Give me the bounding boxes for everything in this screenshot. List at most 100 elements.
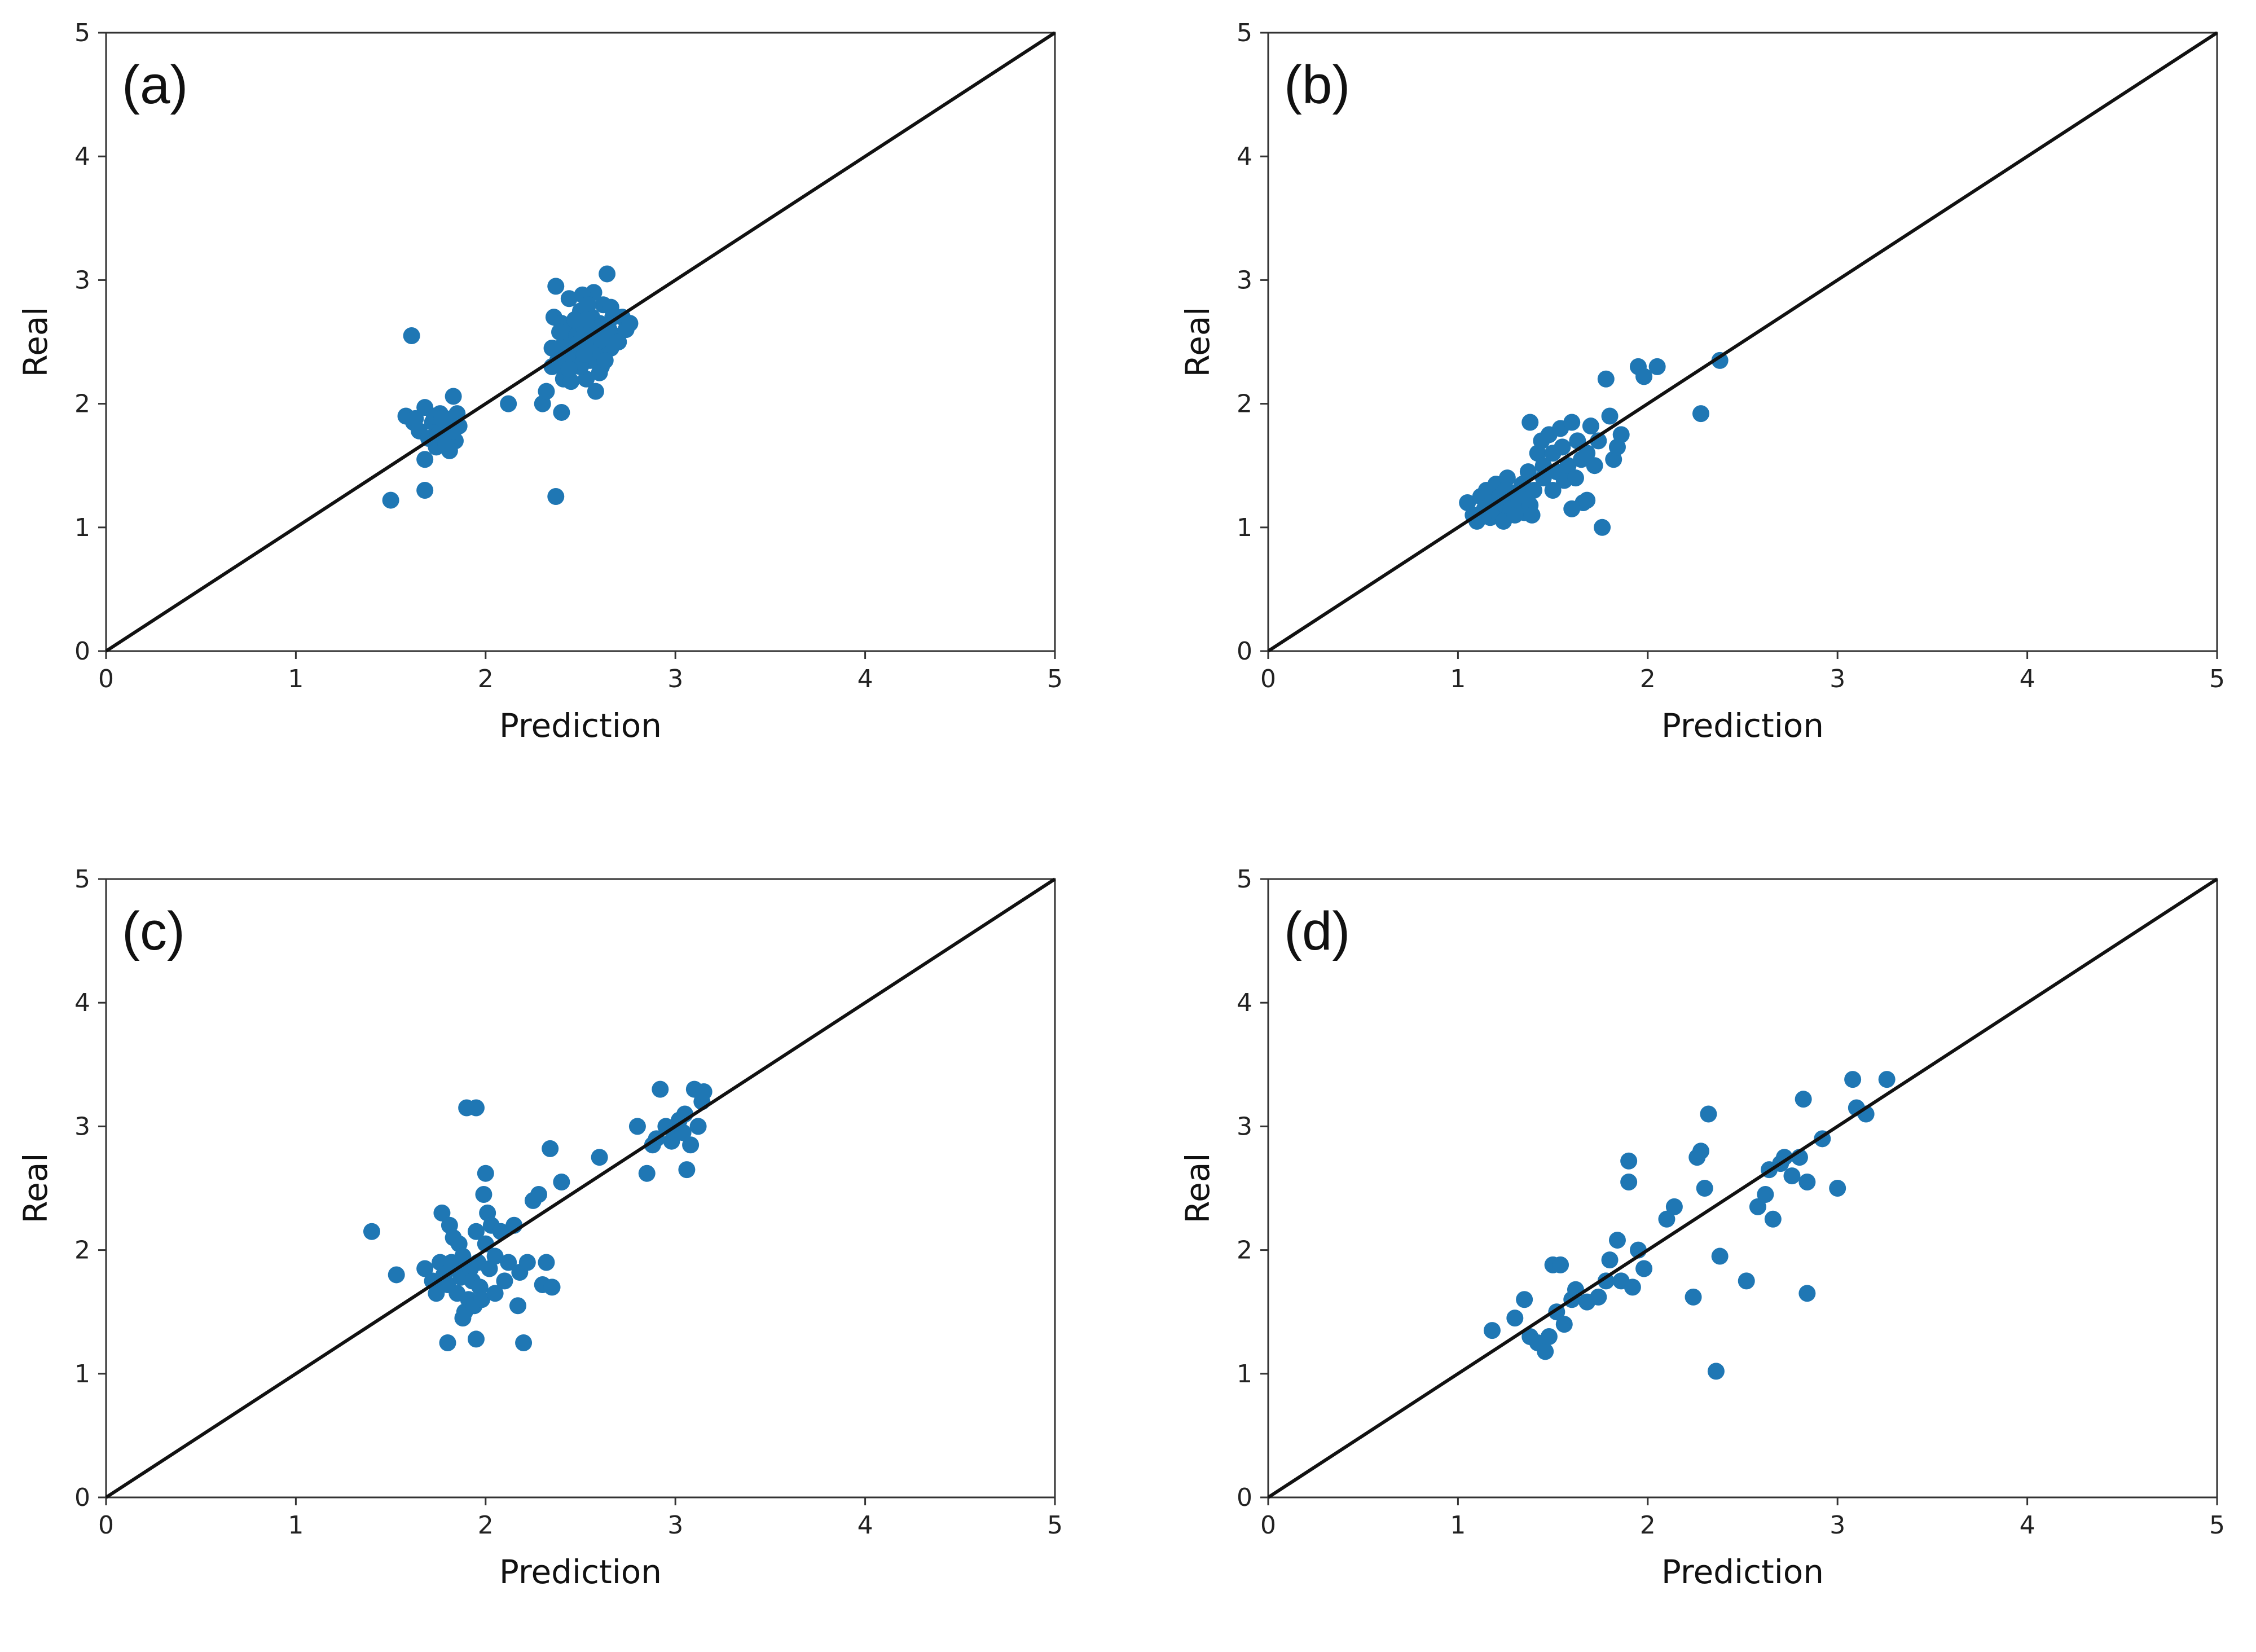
scatter-point <box>518 1254 536 1271</box>
scatter-point <box>1594 519 1611 536</box>
identity-line <box>1267 877 2218 1499</box>
scatter-point <box>1540 1328 1558 1346</box>
scatter-point <box>1829 1180 1846 1197</box>
scatter-point <box>1635 368 1653 385</box>
scatter-point <box>1707 1363 1725 1380</box>
scatter-point <box>1523 506 1541 524</box>
scatter-point <box>1590 432 1607 450</box>
scatter-point <box>538 1254 555 1271</box>
scatter-point <box>416 451 434 468</box>
y-axis-title: Real <box>16 1153 55 1223</box>
scatter-point <box>562 373 580 390</box>
scatter-point <box>587 383 604 400</box>
scatter-point <box>407 410 424 427</box>
scatter-point <box>621 315 639 332</box>
panel-b-chart: 0 1 2 3 4 5 0 1 2 3 4 5 Prediction Real (b) <box>1178 19 2225 745</box>
panel-label: (b) <box>1284 55 1350 115</box>
x-tick-label: 0 <box>1260 1511 1276 1540</box>
scatter-point <box>547 278 565 295</box>
x-tick-label: 0 <box>98 665 114 693</box>
x-tick-label: 2 <box>1640 1511 1656 1540</box>
y-tick-label: 2 <box>74 1236 90 1265</box>
scatter-point <box>1608 1232 1626 1249</box>
x-tick-label: 1 <box>288 665 304 693</box>
x-tick-label: 5 <box>2209 665 2225 693</box>
scatter-point <box>1597 370 1615 388</box>
y-tick-label: 5 <box>74 19 90 47</box>
scatter-point <box>599 265 616 283</box>
y-tick-label: 0 <box>1237 637 1252 666</box>
scatter-point <box>1612 426 1630 443</box>
y-tick-label: 4 <box>74 988 90 1017</box>
scatter-point <box>1525 482 1542 499</box>
plot-frame <box>105 878 1056 1499</box>
scatter-point <box>509 1297 526 1315</box>
scatter-point <box>1648 358 1666 375</box>
scatter-point <box>1483 1322 1501 1339</box>
scatter-point <box>1506 1310 1524 1327</box>
scatter-point <box>1519 463 1537 481</box>
plot-frame <box>1267 32 2218 652</box>
scatter-point <box>1578 491 1596 509</box>
y-tick-label: 1 <box>74 1360 90 1389</box>
scatter-point <box>1665 1198 1683 1215</box>
y-tick-label: 2 <box>1237 390 1252 419</box>
x-tick-label: 0 <box>98 1511 114 1540</box>
scatter-point <box>1563 414 1581 431</box>
scatter-point <box>602 298 619 316</box>
x-tick-label: 4 <box>857 1511 873 1540</box>
scatter-points <box>1483 1071 1896 1380</box>
scatter-point <box>1563 500 1581 517</box>
scatter-point <box>1578 445 1596 462</box>
scatter-point <box>1635 1260 1653 1277</box>
scatter-point <box>363 1223 380 1240</box>
scatter-point <box>500 395 517 412</box>
y-tick-label: 2 <box>1237 1236 1252 1265</box>
scatter-point <box>1601 407 1619 425</box>
scatter-point <box>1554 438 1571 456</box>
panel-d-chart: 0 1 2 3 4 5 0 1 2 3 4 5 Prediction Real (d) <box>1178 865 2225 1591</box>
y-tick-label: 4 <box>1237 988 1252 1017</box>
scatter-points <box>382 265 639 509</box>
scatter-point <box>1552 1256 1569 1273</box>
panel-label: (d) <box>1284 901 1350 961</box>
scatter-point <box>543 339 561 357</box>
scatter-point <box>1757 1185 1774 1203</box>
scatter-point <box>1516 1291 1533 1308</box>
scatter-point <box>388 1266 405 1284</box>
y-tick-label: 0 <box>74 637 90 666</box>
scatter-point <box>638 1165 656 1182</box>
scatter-point <box>1601 1251 1619 1269</box>
scatter-point <box>496 1272 513 1290</box>
y-tick-label: 3 <box>1237 266 1252 295</box>
scatter-point <box>1658 1210 1675 1228</box>
scatter-point <box>1685 1288 1702 1306</box>
y-tick-label: 0 <box>74 1483 90 1512</box>
panel-label: (c) <box>122 901 185 961</box>
y-axis-title: Real <box>1178 306 1217 377</box>
scatter-point <box>1624 1278 1641 1296</box>
panel-a-chart: 0 1 2 3 4 5 0 1 2 3 4 5 Prediction Real (a) <box>16 19 1063 745</box>
scatter-point <box>538 383 555 400</box>
scatter-point <box>416 1260 434 1277</box>
x-tick-label: 1 <box>1450 1511 1466 1540</box>
scatter-point <box>500 1254 517 1271</box>
x-axis-title: Prediction <box>499 1553 662 1591</box>
scatter-point <box>403 327 420 345</box>
scatter-point <box>1555 1316 1573 1333</box>
scatter-point <box>1798 1174 1816 1191</box>
scatter-point <box>591 1149 608 1166</box>
scatter-point <box>610 333 627 350</box>
scatter-point <box>1586 457 1603 474</box>
scatter-point <box>1764 1210 1782 1228</box>
panel-c-chart: 0 1 2 3 4 5 0 1 2 3 4 5 Prediction Real (c) <box>16 865 1063 1591</box>
y-tick-label: 1 <box>74 513 90 542</box>
scatter-point <box>1537 1343 1554 1360</box>
x-tick-label: 1 <box>288 1511 304 1540</box>
scatter-point <box>674 1124 692 1141</box>
y-tick-label: 3 <box>1237 1112 1252 1141</box>
scatter-point <box>445 388 462 405</box>
scatter-point <box>1711 352 1729 369</box>
scatter-point <box>543 1278 561 1296</box>
scatter-point <box>433 1204 451 1222</box>
